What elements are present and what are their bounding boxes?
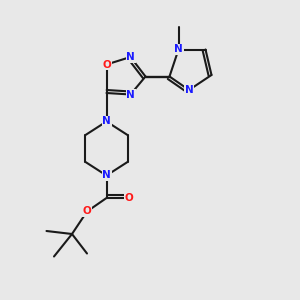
Text: N: N [184, 85, 194, 95]
Text: O: O [124, 193, 134, 203]
Text: N: N [102, 116, 111, 127]
Text: N: N [126, 52, 135, 62]
Text: N: N [126, 89, 135, 100]
Text: N: N [102, 170, 111, 181]
Text: O: O [102, 59, 111, 70]
Text: N: N [174, 44, 183, 55]
Text: O: O [82, 206, 91, 217]
